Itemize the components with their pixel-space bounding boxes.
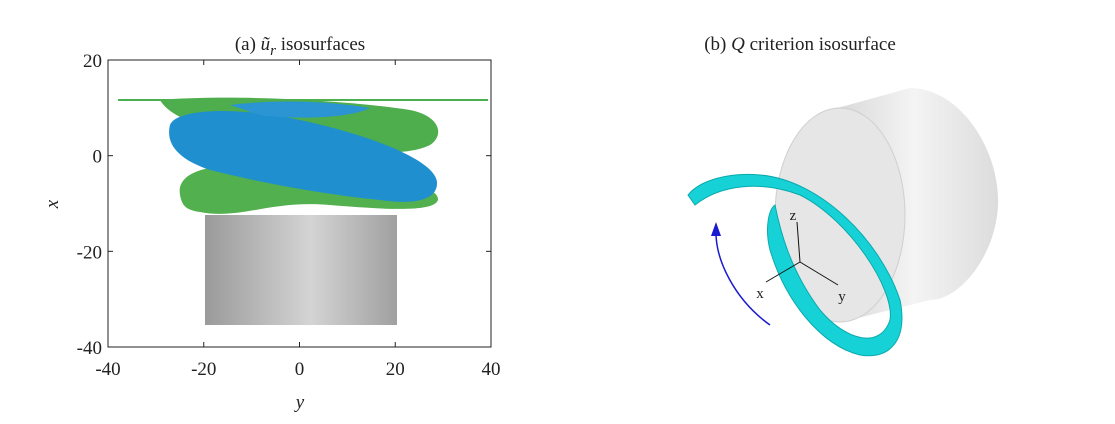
- x-tick-label: -40: [95, 359, 120, 380]
- panel-a-title: (a) ũr isosurfaces: [235, 34, 365, 59]
- q-render: z x y: [687, 88, 999, 357]
- title-symbol: ũ: [261, 34, 271, 55]
- panel-b-title: (b) Q criterion isosurface: [704, 34, 896, 55]
- blue-isosurface: [230, 101, 370, 118]
- x-tick-label: 0: [295, 359, 305, 380]
- cylinder: [205, 215, 397, 325]
- y-tick-label: -20: [77, 242, 102, 263]
- axis-label-x: x: [756, 286, 764, 302]
- x-axis-label: y: [294, 392, 305, 413]
- y-tick-label: 20: [83, 51, 102, 72]
- title-subscript: r: [270, 43, 276, 59]
- x-tick-label: 20: [386, 359, 405, 380]
- y-tick-label: -40: [77, 338, 102, 359]
- title-prefix: (b): [704, 34, 731, 55]
- axes-triad: [765, 221, 839, 286]
- title-suffix: criterion isosurface: [745, 34, 896, 55]
- x-tick-label: 40: [482, 359, 501, 380]
- title-prefix: (a): [235, 34, 261, 55]
- blue-isosurface: [169, 110, 438, 202]
- x-tick-label: -20: [191, 359, 216, 380]
- y-tick-label: 0: [93, 147, 103, 168]
- vortex-ring: [687, 173, 903, 357]
- y-axis-label: x: [42, 199, 63, 209]
- axis-label-y: y: [838, 289, 846, 305]
- arrow-head: [711, 222, 721, 236]
- title-symbol: Q: [731, 34, 745, 55]
- isosurface-render: [118, 97, 488, 325]
- title-suffix: isosurfaces: [276, 34, 365, 55]
- axis-label-z: z: [790, 208, 797, 224]
- rotation-arrow: [715, 229, 771, 326]
